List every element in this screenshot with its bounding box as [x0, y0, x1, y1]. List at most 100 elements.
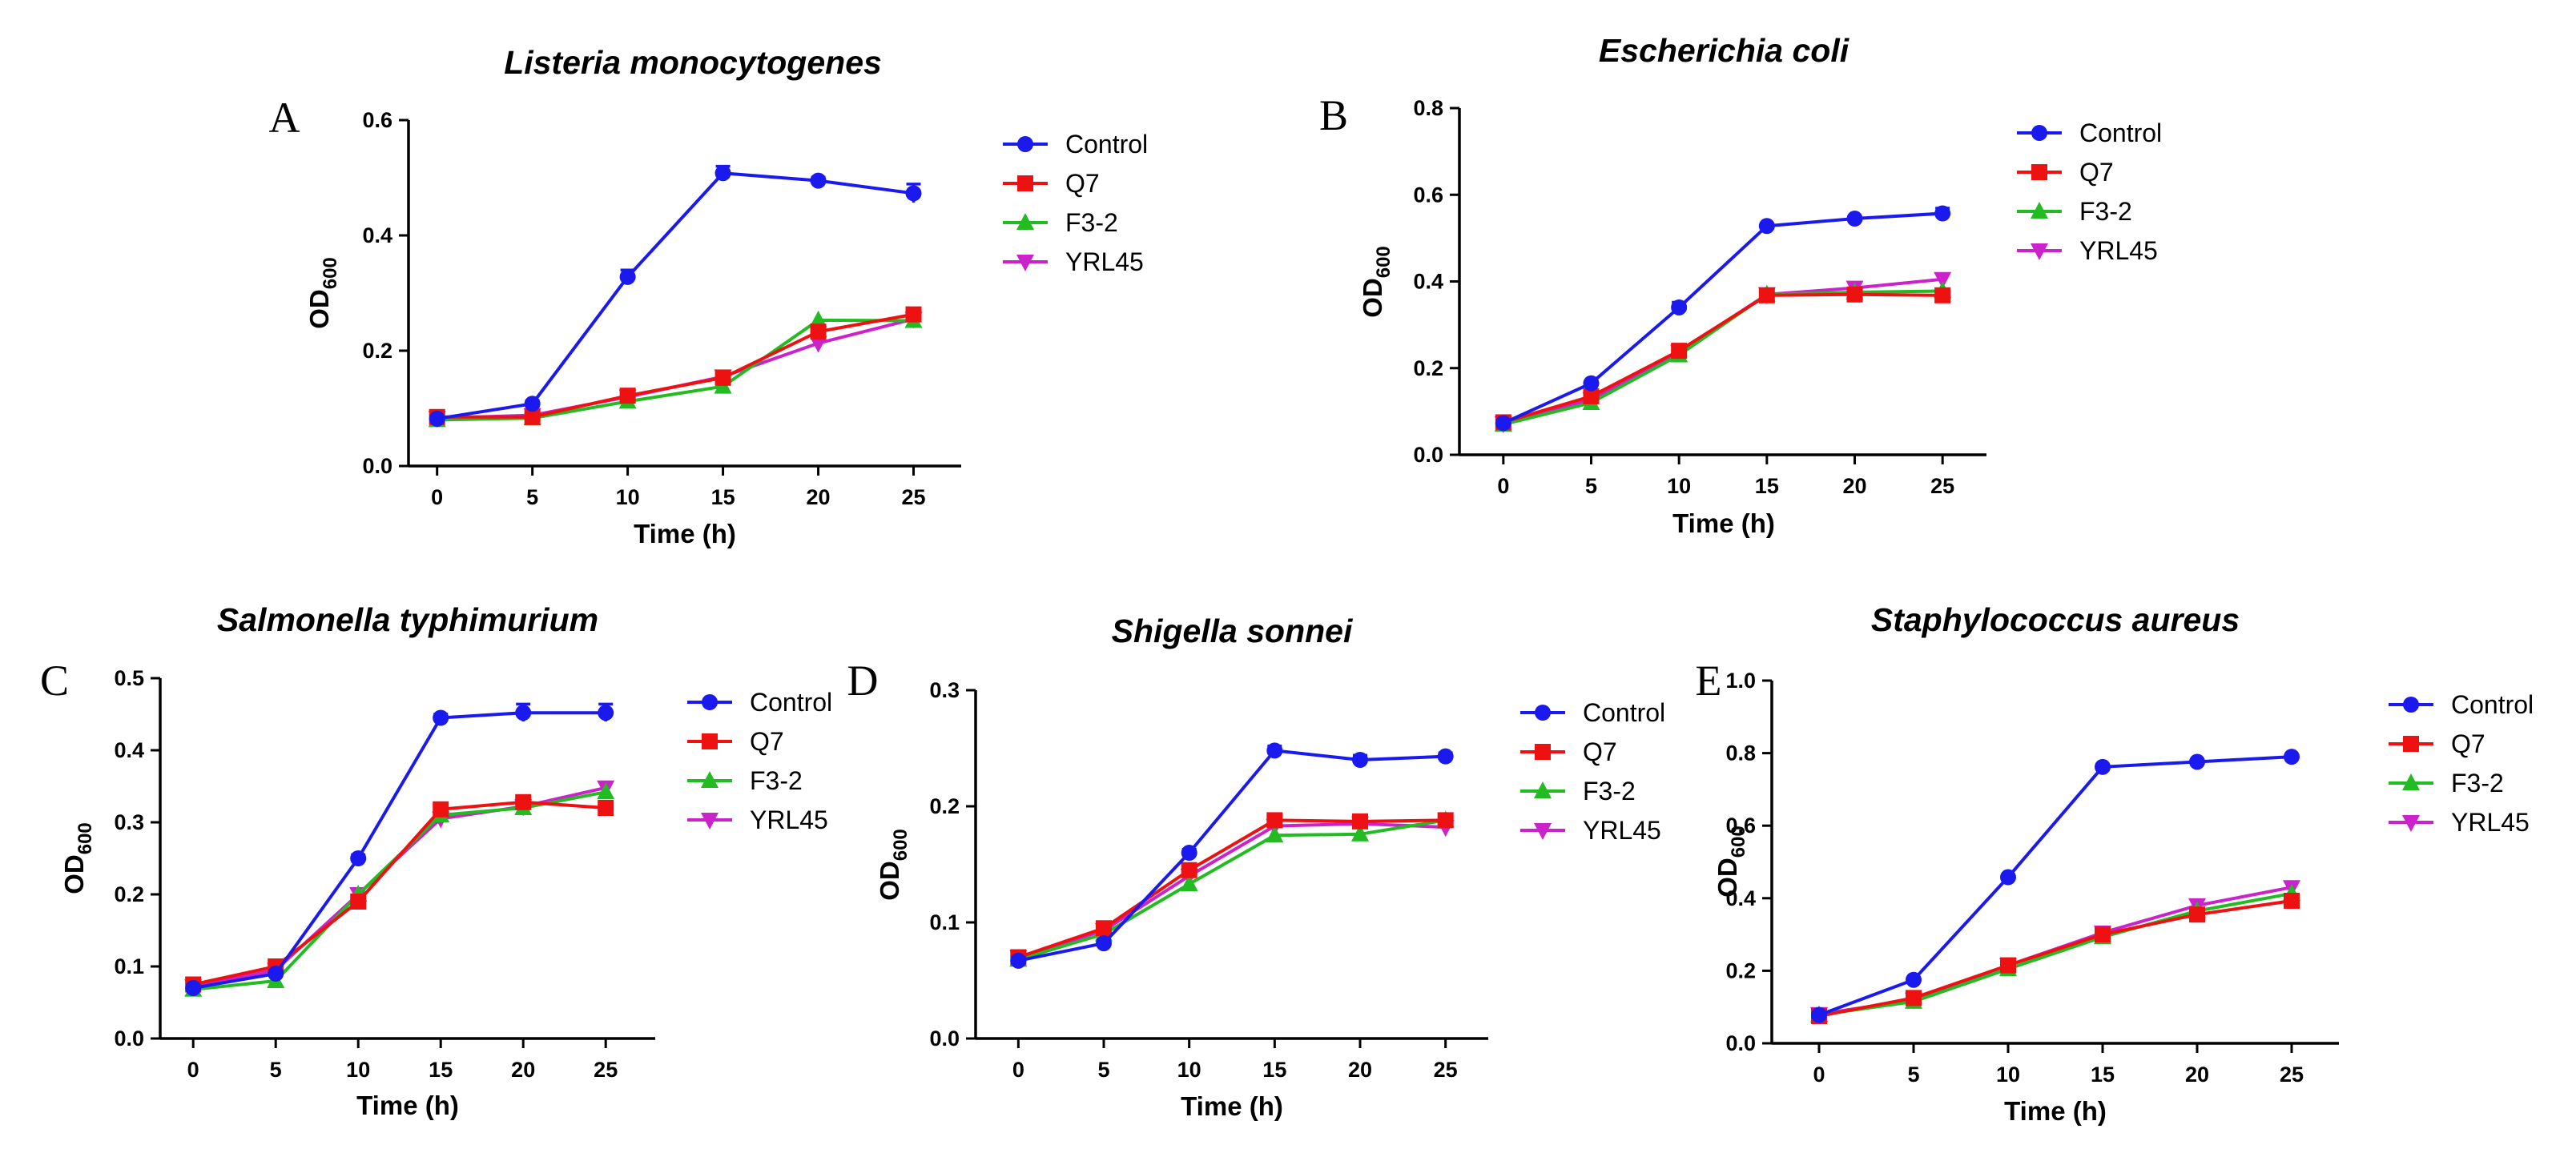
series-line — [1503, 292, 1943, 424]
x-tick-label: 5 — [270, 1058, 282, 1082]
x-axis-label: Time (h) — [356, 1091, 459, 1120]
legend: Control Q7 F3-2 YRL45 — [1520, 698, 1665, 845]
y-axis-label: OD600 — [1358, 246, 1395, 318]
data-point — [1934, 287, 1951, 303]
x-tick-label: 0 — [1813, 1063, 1825, 1087]
legend-marker — [1534, 823, 1552, 840]
data-point — [1181, 845, 1197, 861]
x-tick-label: 10 — [1177, 1058, 1201, 1082]
data-point — [809, 335, 827, 353]
legend-marker — [2031, 243, 2048, 260]
data-point — [1583, 388, 1600, 404]
data-point — [1758, 218, 1775, 235]
data-point — [1846, 211, 1863, 227]
series-line — [1017, 818, 1446, 959]
legend-label: Control — [1065, 130, 1148, 159]
legend-item: F3-2 — [1520, 777, 1636, 805]
legend-item: YRL45 — [2017, 236, 2158, 265]
y-tick-label: 0.8 — [1725, 741, 1756, 765]
y-axis-label-subscript: 600 — [890, 829, 912, 861]
x-tick-label: 15 — [429, 1058, 453, 1082]
data-point — [429, 410, 445, 427]
legend-item: YRL45 — [687, 805, 828, 834]
legend-item: Q7 — [687, 727, 784, 756]
legend-marker — [2402, 773, 2420, 790]
data-point — [2189, 906, 2205, 923]
y-tick-label: 0.0 — [1413, 443, 1443, 467]
series-line — [1017, 822, 1446, 959]
data-point — [1846, 286, 1863, 303]
legend-item: Q7 — [2389, 729, 2485, 758]
data-point — [2284, 749, 2300, 765]
legend-marker — [702, 694, 718, 710]
panel-d: Shigella sonnei D 0.0 0.1 0.2 0.3 0 5 10 15 20 25 Ti… — [847, 613, 1666, 1121]
data-point — [1266, 826, 1284, 843]
data-point — [619, 268, 636, 285]
data-point — [714, 165, 731, 182]
data-point — [2000, 869, 2016, 886]
legend-label: Q7 — [2451, 729, 2485, 758]
series-line — [1503, 211, 1943, 425]
data-point — [598, 705, 614, 721]
data-point — [1437, 812, 1454, 829]
data-point — [714, 369, 731, 386]
series-f3-2 — [184, 782, 615, 997]
x-tick-label: 25 — [901, 485, 925, 509]
y-tick-label: 0.0 — [1725, 1031, 1756, 1055]
x-tick-label: 0 — [431, 485, 443, 509]
y-tick-label: 0.0 — [114, 1026, 144, 1051]
legend-label: Control — [2079, 119, 2162, 147]
legend-label: Control — [1583, 698, 1665, 727]
legend-marker — [1016, 213, 1034, 230]
x-tick-label: 20 — [1842, 474, 1866, 498]
legend-marker — [2031, 125, 2047, 141]
legend: Control Q7 F3-2 YRL45 — [1003, 130, 1148, 276]
x-tick-label: 0 — [187, 1058, 199, 1082]
data-point — [1352, 813, 1368, 830]
x-tick-label: 10 — [1996, 1063, 2020, 1087]
x-tick-label: 15 — [2091, 1063, 2115, 1087]
y-tick-label: 0.3 — [929, 678, 960, 702]
y-axis-label-main: OD — [1358, 278, 1387, 318]
legend-label: Q7 — [1065, 169, 1100, 198]
data-point — [524, 396, 541, 412]
panel-title: Salmonella typhimurium — [217, 601, 598, 638]
legend-item: F3-2 — [687, 766, 803, 795]
legend-marker — [1534, 781, 1552, 798]
legend-marker — [1016, 255, 1034, 271]
x-tick-label: 5 — [526, 485, 538, 509]
legend-item: Q7 — [1520, 737, 1617, 766]
data-point — [1934, 205, 1951, 222]
data-point — [2284, 892, 2300, 909]
legend-marker — [701, 771, 718, 788]
y-axis-label: OD600 — [304, 257, 341, 329]
data-point — [433, 801, 449, 818]
y-tick-label: 0.2 — [929, 794, 960, 818]
data-point — [1583, 375, 1600, 392]
panel-letter: B — [1319, 91, 1348, 139]
series-line — [437, 171, 914, 420]
data-point — [1437, 748, 1454, 765]
series-yrl45 — [428, 311, 923, 428]
data-point — [905, 185, 922, 202]
legend-label: Q7 — [2079, 158, 2114, 187]
legend-label: YRL45 — [2079, 236, 2158, 265]
y-tick-label: 0.6 — [362, 108, 392, 132]
legend-item: Control — [2017, 119, 2162, 147]
x-tick-label: 20 — [511, 1058, 535, 1082]
series-control — [1495, 205, 1951, 432]
series-q7 — [1811, 892, 2300, 1025]
legend-item: Control — [1003, 130, 1148, 159]
series-line — [1818, 898, 2292, 1018]
y-tick-label: 0.4 — [114, 738, 144, 762]
data-point — [619, 388, 636, 404]
legend-item: F3-2 — [1003, 208, 1118, 237]
data-point — [1010, 952, 1027, 969]
x-tick-label: 0 — [1012, 1058, 1024, 1082]
data-point — [810, 172, 827, 189]
x-tick-label: 5 — [1585, 474, 1597, 498]
series-line — [192, 790, 606, 991]
data-point — [1758, 287, 1775, 303]
x-axis-label: Time (h) — [2004, 1096, 2107, 1126]
legend-label: F3-2 — [2451, 769, 2504, 797]
